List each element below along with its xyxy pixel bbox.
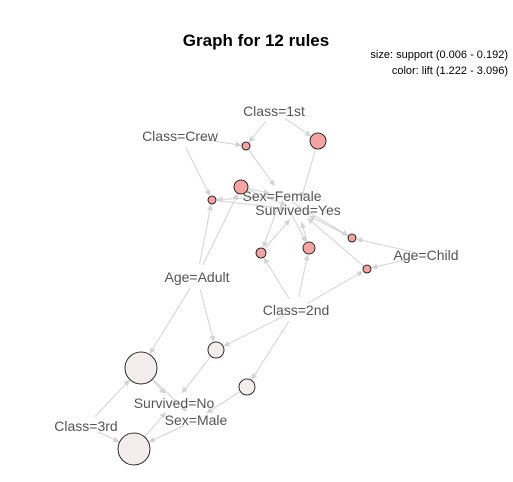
edge-class3rd-r12 bbox=[97, 431, 120, 443]
edge-r10-sexmale bbox=[153, 379, 188, 412]
edge-ageadult-r10 bbox=[149, 287, 191, 355]
edge-class2nd-r9 bbox=[223, 315, 285, 347]
rule-node-r4 bbox=[207, 195, 217, 205]
item-label-class2nd: Class=2nd bbox=[263, 302, 330, 318]
rule-node-r6 bbox=[302, 241, 316, 255]
edge-ageadult-r4 bbox=[199, 204, 213, 265]
rule-node-r11 bbox=[238, 378, 256, 396]
edge-ageadult-r9 bbox=[199, 289, 216, 342]
edge-r1-survivedyes bbox=[300, 149, 316, 199]
edge-class2nd-r6 bbox=[298, 254, 310, 298]
rule-node-r10 bbox=[124, 351, 158, 385]
legend-size: size: support (0.006 - 0.192) bbox=[370, 49, 508, 61]
edge-r4-survivedyes bbox=[216, 200, 286, 211]
edge-r11-sexmale bbox=[206, 391, 240, 414]
edge-class2nd-r8 bbox=[307, 271, 364, 304]
edge-classcrew-r2 bbox=[192, 137, 242, 148]
rule-node-r9 bbox=[207, 341, 225, 359]
edge-class1st-r1 bbox=[284, 117, 312, 137]
edge-r10-survivedno bbox=[152, 380, 166, 394]
edge-ageadult-r3 bbox=[202, 193, 238, 266]
edge-class2nd-r7 bbox=[263, 257, 290, 300]
edge-r3-survivedyes bbox=[248, 189, 287, 206]
rule-node-r12 bbox=[117, 432, 151, 466]
legend-color: color: lift (1.222 - 3.096) bbox=[392, 65, 508, 77]
edge-classcrew-r4 bbox=[185, 147, 211, 197]
item-label-class3rd: Class=3rd bbox=[54, 418, 117, 434]
edge-agechild-r5 bbox=[356, 237, 414, 253]
edge-r5-survivedyes bbox=[308, 215, 348, 237]
item-label-survivedno: Survived=No bbox=[134, 395, 215, 411]
item-label-ageadult: Age=Adult bbox=[165, 269, 230, 285]
edge-r3-sexfemale bbox=[248, 188, 270, 195]
rule-node-r7 bbox=[255, 247, 267, 259]
edge-class3rd-r10 bbox=[94, 379, 130, 417]
edge-r8-survivedyes bbox=[307, 218, 364, 267]
rule-node-r8 bbox=[362, 264, 372, 274]
edge-sexfemale-r7 bbox=[262, 208, 278, 248]
item-label-survivedyes: Survived=Yes bbox=[255, 202, 340, 218]
item-label-sexfemale: Sex=Female bbox=[243, 188, 322, 204]
rule-node-r2 bbox=[241, 141, 251, 151]
rule-node-r1 bbox=[309, 132, 327, 150]
rule-node-r5 bbox=[347, 233, 357, 243]
edge-sexfemale-r5 bbox=[292, 202, 349, 236]
rule-nodes-layer bbox=[117, 132, 372, 466]
graph-title: Graph for 12 rules bbox=[183, 31, 329, 50]
edge-r6-survivedyes bbox=[300, 221, 308, 242]
edge-agechild-r8 bbox=[371, 257, 414, 270]
edge-sexfemale-r4 bbox=[216, 196, 270, 203]
edge-sexmale-r12 bbox=[148, 425, 185, 443]
edge-r12-survivedno bbox=[144, 412, 166, 437]
item-labels-layer: Class=1st Class=Crew Sex=FemaleSurvived=Ye… bbox=[54, 103, 458, 434]
edge-class2nd-r11 bbox=[251, 320, 290, 380]
item-label-agechild: Age=Child bbox=[394, 247, 459, 263]
edge-r9-survivedno bbox=[181, 356, 211, 394]
rule-node-r3 bbox=[233, 179, 249, 195]
item-label-class1st: Class=1st bbox=[243, 103, 305, 119]
edge-class1st-r2 bbox=[248, 120, 267, 143]
item-label-sexmale: Sex=Male bbox=[165, 412, 228, 428]
edge-r7-survivedyes bbox=[264, 219, 290, 249]
edge-r2-sexfemale bbox=[248, 149, 275, 186]
item-label-classcrew: Class=Crew bbox=[142, 128, 219, 144]
edge-sexfemale-r6 bbox=[287, 207, 307, 243]
edges-layer bbox=[94, 117, 414, 443]
